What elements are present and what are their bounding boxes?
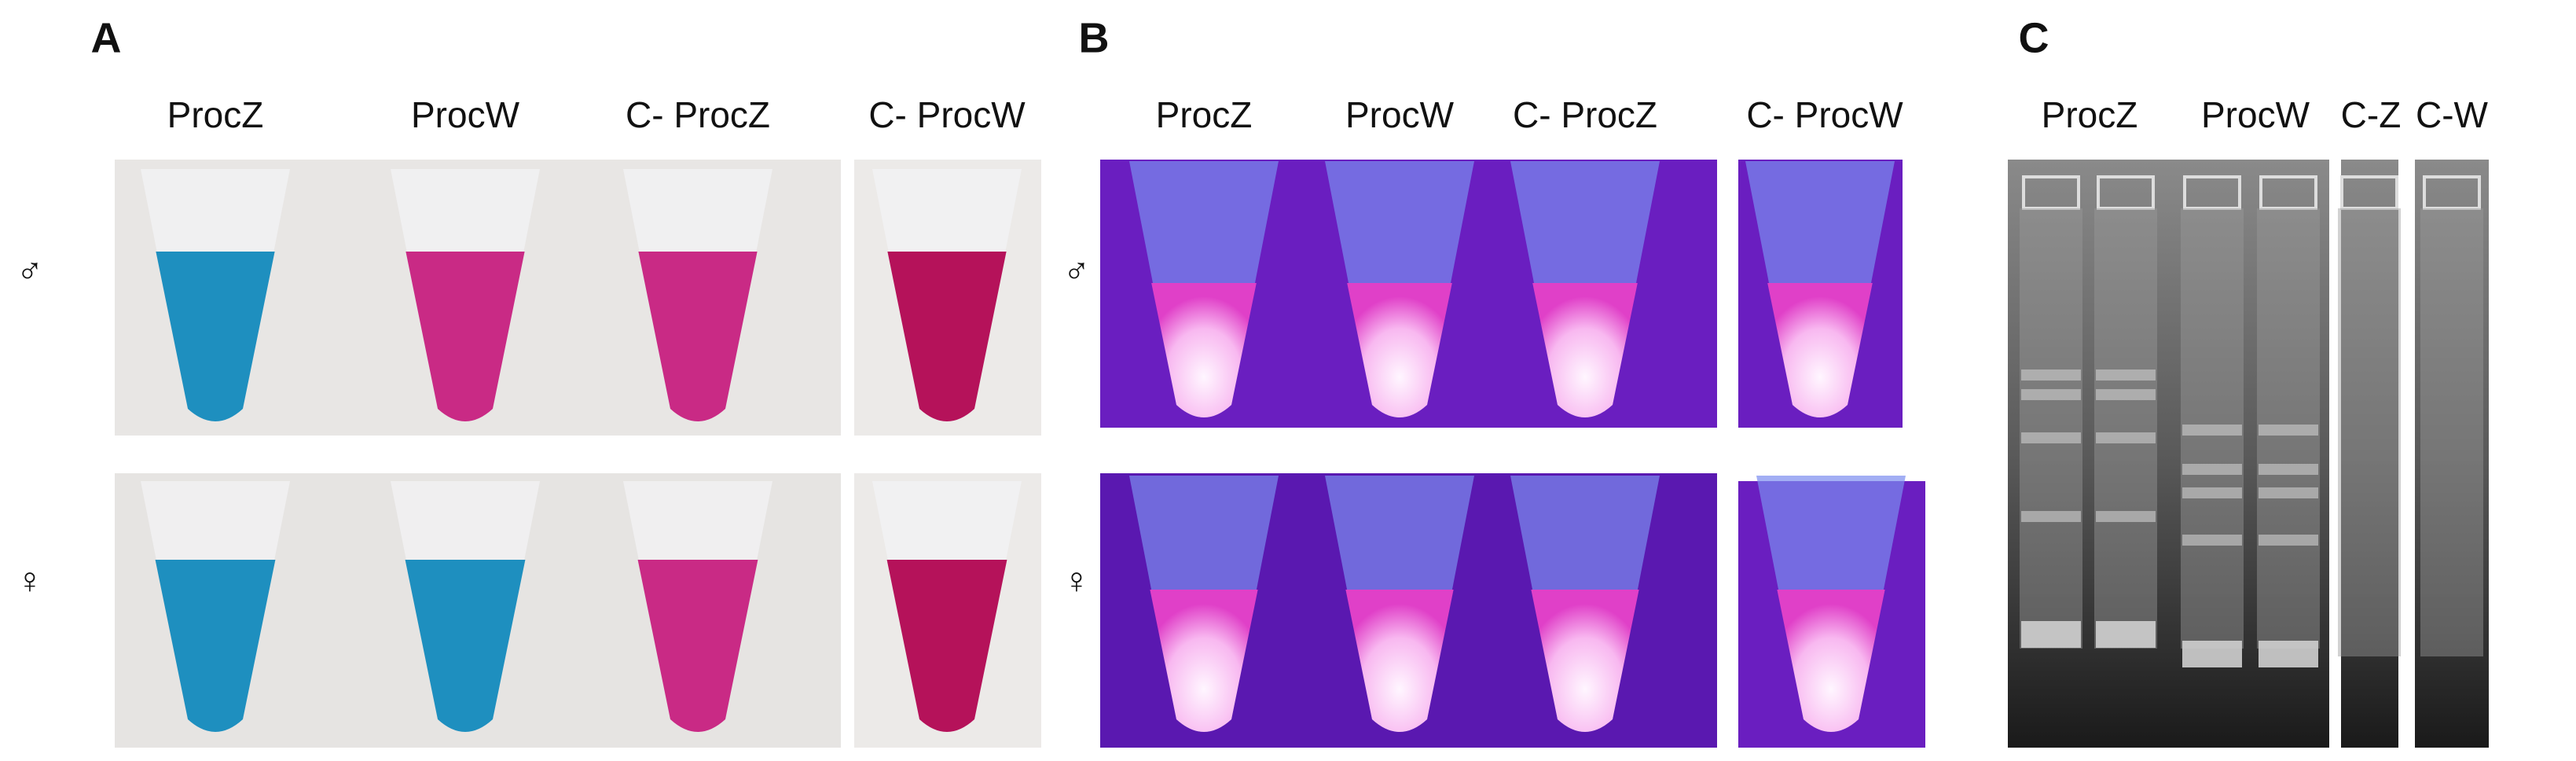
liquid [638,252,758,421]
liquid [1767,283,1873,417]
liquid [1777,590,1885,732]
panel-label: A [91,14,122,61]
band [2182,535,2242,546]
liquid [1532,283,1638,417]
liquid [1345,590,1454,732]
column-label: C- ProcZ [1513,94,1657,135]
liquid [887,252,1007,421]
liquid [1531,590,1639,732]
column-label: C-Z [2341,94,2402,135]
column-label: ProcW [411,94,520,135]
liquid [155,560,276,732]
column-label: C- ProcW [1746,94,1903,135]
gel [2415,160,2489,748]
band [2259,425,2318,436]
column-label: ProcW [1345,94,1455,135]
lane [2420,208,2483,656]
well [2183,175,2241,210]
band [2096,432,2156,443]
liquid [156,252,275,421]
band [2021,389,2081,400]
liquid [1151,283,1257,417]
band [2182,425,2242,436]
lane [2338,208,2401,656]
band [2182,464,2242,475]
row-label: ♂ [17,250,44,291]
band [2096,389,2156,400]
band [2096,511,2156,522]
liquid [886,560,1007,732]
band [2021,432,2081,443]
panel-label: C [2019,14,2049,61]
gel [2341,160,2398,748]
row-label: ♂ [1063,250,1091,291]
row-label: ♀ [17,560,44,601]
band [2259,535,2318,546]
band [2259,464,2318,475]
band [2096,621,2156,648]
band [2021,369,2081,380]
liquid [405,252,525,421]
column-label: C-W [2416,94,2489,135]
column-label: C- ProcW [868,94,1026,135]
column-label: ProcZ [167,94,264,135]
liquid [1347,283,1452,417]
column-label: C- ProcZ [626,94,770,135]
band [2021,511,2081,522]
well [2423,175,2481,210]
liquid [405,560,526,732]
band [2182,641,2242,667]
row-label: ♀ [1063,560,1091,601]
column-label: ProcZ [1156,94,1253,135]
band [2096,369,2156,380]
lane [2020,208,2082,649]
column-label: ProcW [2201,94,2310,135]
liquid [637,560,758,732]
panel-label: B [1079,14,1110,61]
liquid [1150,590,1258,732]
well [2259,175,2317,210]
well [2022,175,2080,210]
band [2259,487,2318,498]
well [2340,175,2398,210]
band [2182,487,2242,498]
band [2021,621,2081,648]
band [2259,641,2318,667]
lane [2094,208,2157,649]
well [2097,175,2155,210]
column-label: ProcZ [2042,94,2138,135]
